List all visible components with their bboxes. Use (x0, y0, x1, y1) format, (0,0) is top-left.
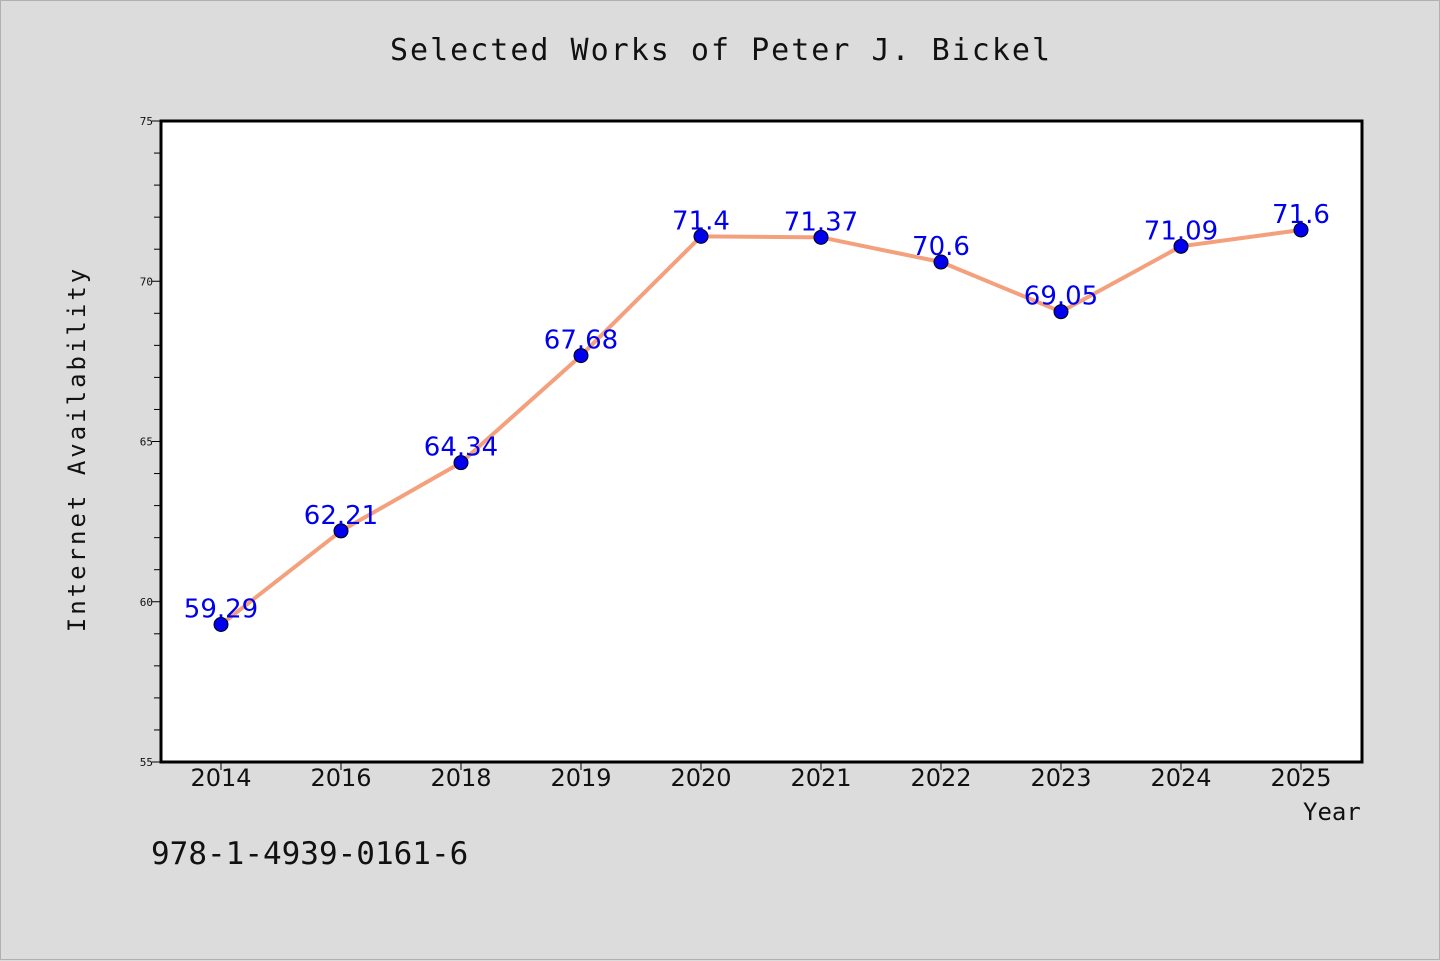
y-tick-label: 75 (140, 115, 153, 128)
series-line (219, 227, 1302, 627)
data-point (933, 254, 949, 270)
data-point (813, 229, 829, 245)
x-tick-label: 2016 (310, 764, 371, 792)
data-point (333, 523, 349, 539)
data-point (573, 348, 589, 364)
x-tick-label: 2022 (910, 764, 971, 792)
data-label: 70.6 (912, 232, 970, 262)
data-point (1293, 222, 1309, 238)
x-tick-label: 2018 (430, 764, 491, 792)
y-tick-label: 65 (140, 436, 153, 449)
data-point (1173, 238, 1189, 254)
data-label: 67.68 (544, 326, 618, 356)
plot-area (159, 119, 1364, 764)
data-label: 71.09 (1144, 216, 1218, 246)
y-tick-label: 55 (140, 756, 153, 769)
x-axis-label: Year (1303, 798, 1361, 826)
data-point (1053, 304, 1069, 320)
x-tick-label: 2025 (1270, 764, 1331, 792)
y-tick-label: 70 (140, 275, 153, 288)
x-tick-label: 2023 (1030, 764, 1091, 792)
chart-title: Selected Works of Peter J. Bickel (389, 33, 1053, 68)
data-point (213, 617, 229, 633)
x-tick-label: 2020 (670, 764, 731, 792)
data-label: 64.34 (424, 433, 498, 463)
x-tick-label: 2024 (1150, 764, 1211, 792)
y-tick-label: 60 (140, 596, 153, 609)
isbn-text: 978-1-4939-0161-6 (151, 836, 469, 872)
data-label: 59.29 (184, 595, 258, 625)
data-point (453, 455, 469, 471)
data-label: 71.37 (784, 207, 858, 237)
data-label: 69.05 (1024, 282, 1098, 312)
data-label: 62.21 (304, 501, 378, 531)
data-point (693, 228, 709, 244)
x-tick-label: 2021 (790, 764, 851, 792)
x-tick-label: 2014 (190, 764, 251, 792)
x-tick-label: 2019 (550, 764, 611, 792)
data-label: 71.6 (1272, 200, 1330, 230)
data-label: 71.4 (672, 206, 730, 236)
